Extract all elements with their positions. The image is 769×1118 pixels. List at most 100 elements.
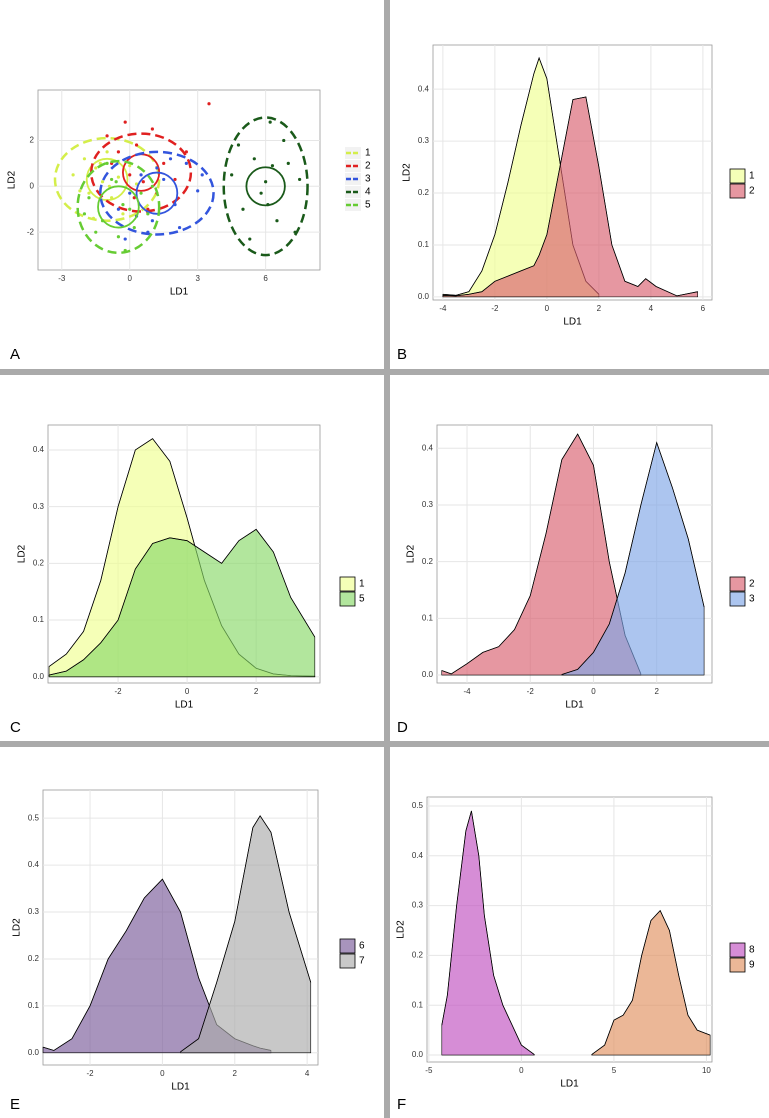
panel-label: C <box>10 719 21 736</box>
point <box>139 173 143 177</box>
point <box>155 166 159 170</box>
x-tick-label: 0 <box>591 687 596 696</box>
x-tick-label: 2 <box>233 1069 238 1078</box>
legend-label: 8 <box>749 945 755 956</box>
point <box>128 191 132 195</box>
x-axis-title: LD1 <box>171 1082 190 1093</box>
point <box>87 196 91 200</box>
point <box>121 203 125 207</box>
legend-label: 2 <box>749 186 755 197</box>
group-ellipse <box>89 132 193 213</box>
legend-key <box>339 938 356 954</box>
point <box>248 237 252 241</box>
y-tick-label: 0.0 <box>412 1050 424 1059</box>
point <box>123 237 127 241</box>
x-axis-title: LD1 <box>175 700 194 711</box>
legend-label: 5 <box>365 200 371 211</box>
legend-label: 6 <box>359 941 365 952</box>
point <box>207 102 211 106</box>
panel-label: D <box>397 719 408 736</box>
point <box>146 212 150 216</box>
y-tick-label: 0.1 <box>422 613 434 622</box>
y-tick-label: 0.3 <box>422 500 434 509</box>
legend-label: 3 <box>749 594 755 605</box>
point <box>173 177 177 182</box>
y-axis-title: LD2 <box>12 918 23 937</box>
y-tick-label: 0.4 <box>28 860 40 869</box>
y-tick-label: 0.2 <box>422 557 434 566</box>
y-tick-label: 0.0 <box>33 672 45 681</box>
point <box>114 180 118 184</box>
y-tick-label: 0.0 <box>422 670 434 679</box>
legend-label: 5 <box>359 594 365 605</box>
panel-label: E <box>10 1096 20 1113</box>
point <box>121 212 125 216</box>
point <box>116 235 121 239</box>
y-tick-label: 0.5 <box>28 813 40 822</box>
y-tick-label: 0 <box>30 181 35 190</box>
point <box>105 134 109 138</box>
density-line <box>441 810 535 1055</box>
panel-label: B <box>397 346 407 363</box>
x-tick-label: 0 <box>519 1066 524 1075</box>
density-line <box>591 909 711 1055</box>
legend-label: 2 <box>365 161 371 172</box>
point <box>168 157 173 161</box>
y-tick-label: 0.4 <box>33 445 45 454</box>
point <box>150 219 154 223</box>
x-tick-label: 0 <box>160 1069 165 1078</box>
y-tick-label: 0.3 <box>418 136 430 145</box>
y-tick-label: 0.1 <box>412 1000 424 1009</box>
legend-key <box>729 168 746 184</box>
x-axis-title: LD1 <box>560 1079 579 1090</box>
divider <box>0 369 769 375</box>
point <box>150 127 154 131</box>
x-tick-label: 10 <box>702 1066 711 1075</box>
x-tick-label: 0 <box>545 304 550 313</box>
legend-label: 2 <box>749 579 755 590</box>
point <box>141 180 145 184</box>
y-tick-label: 0.3 <box>412 901 424 910</box>
x-tick-label: -3 <box>58 274 66 283</box>
point <box>139 191 143 195</box>
point <box>128 173 132 177</box>
point <box>110 177 114 182</box>
x-tick-label: -2 <box>527 687 535 696</box>
point <box>123 120 127 124</box>
y-tick-label: 0.1 <box>418 240 430 249</box>
group-ellipse <box>53 136 161 222</box>
legend-label: 7 <box>359 956 365 967</box>
x-tick-label: 0 <box>128 274 133 283</box>
y-tick-label: 0.4 <box>418 84 430 93</box>
y-tick-label: 0.1 <box>33 615 45 624</box>
point <box>286 161 290 165</box>
legend-label: 1 <box>359 579 365 590</box>
point <box>162 177 166 182</box>
y-tick-label: 0.0 <box>28 1048 40 1057</box>
legend-label: 3 <box>365 174 371 185</box>
x-axis-title: LD1 <box>565 700 584 711</box>
y-tick-label: 0.3 <box>33 502 45 511</box>
group-ellipse <box>76 159 161 255</box>
x-tick-label: -2 <box>115 687 123 696</box>
x-tick-label: 2 <box>654 687 659 696</box>
point <box>196 189 200 193</box>
y-tick-label: 0.2 <box>28 954 40 963</box>
point <box>184 150 188 154</box>
group-ellipse <box>99 150 215 236</box>
density-line <box>442 96 698 297</box>
point <box>230 173 234 177</box>
point <box>87 191 91 195</box>
x-tick-label: -4 <box>463 687 471 696</box>
point <box>116 150 121 154</box>
point <box>128 164 132 168</box>
point <box>116 175 121 179</box>
x-axis-title: LD1 <box>563 317 582 328</box>
point <box>134 143 139 147</box>
x-tick-label: 2 <box>254 687 259 696</box>
x-tick-label: -2 <box>86 1069 94 1078</box>
x-tick-label: 0 <box>185 687 190 696</box>
point <box>71 173 75 177</box>
point <box>275 219 279 223</box>
x-tick-label: 6 <box>263 274 268 283</box>
